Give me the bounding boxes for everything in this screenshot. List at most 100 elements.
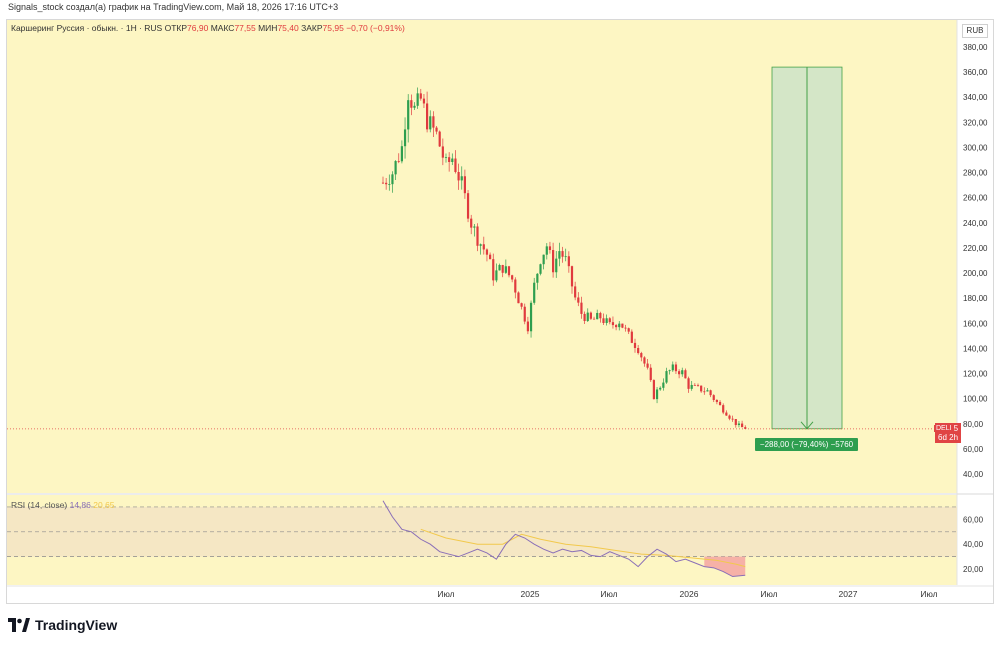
rsi-legend: RSI (14, close) 14,86 20,65 — [11, 500, 115, 510]
candle-body — [621, 323, 624, 328]
candle-body — [599, 312, 602, 319]
candle-body — [608, 318, 611, 323]
candle-body — [429, 116, 432, 130]
candle-body — [498, 264, 501, 271]
candle-body — [678, 371, 681, 375]
candle-body — [637, 347, 640, 354]
candle-body — [659, 387, 662, 390]
candle-body — [737, 423, 741, 426]
price-tick-label: 240,00 — [963, 219, 988, 228]
candle-body — [700, 385, 703, 392]
legend-close: 75,95 — [322, 23, 344, 33]
candle-body — [463, 176, 466, 194]
rsi-line — [382, 500, 746, 578]
candle-body — [385, 182, 388, 185]
candle-body — [539, 264, 542, 274]
candle-body — [485, 249, 489, 255]
candle-body — [662, 382, 665, 388]
candle-body — [413, 105, 416, 108]
candle-body — [476, 226, 479, 246]
candle-body — [712, 395, 715, 400]
candle-body — [715, 399, 718, 402]
candle-body — [725, 412, 728, 416]
price-tick-label: 60,00 — [963, 445, 984, 454]
tradingview-brand[interactable]: TradingView — [8, 615, 117, 635]
candle-body — [671, 364, 674, 371]
legend-symbol: Каршеринг Руссия · обыкн. · 1Н · RUS — [11, 23, 163, 33]
candle-body — [407, 100, 410, 130]
candle-body — [596, 312, 599, 320]
candle-body — [501, 264, 504, 273]
candle-body — [574, 286, 577, 298]
price-axis: 380,00 360,00 340,00 320,00 300,00 280,00 260,… — [963, 43, 988, 479]
candle-body — [567, 256, 570, 267]
candle-body — [533, 282, 536, 303]
candle-body — [624, 327, 627, 329]
legend-low: 75,40 — [277, 23, 299, 33]
tradingview-logo-icon — [8, 618, 30, 632]
candle-body — [444, 157, 448, 158]
candle-body — [410, 100, 413, 108]
chart-caption: Signals_stock создал(а) график на Tradin… — [8, 2, 339, 12]
candle-body — [646, 363, 649, 368]
legend-low-label: МИН — [258, 23, 278, 33]
candle-body — [403, 129, 407, 147]
candle-body — [517, 292, 520, 304]
candle-body — [696, 384, 700, 386]
candle-body — [416, 93, 419, 106]
price-tick-label: 380,00 — [963, 43, 988, 52]
candle-body — [511, 275, 514, 280]
candle-body — [583, 313, 586, 321]
candle-body — [466, 193, 470, 219]
price-tick-label: 160,00 — [963, 319, 988, 328]
candle-body — [627, 328, 630, 332]
legend-change: −0,70 (−0,91%) — [346, 23, 405, 33]
price-tick-label: 320,00 — [963, 118, 988, 127]
price-tick-label: 200,00 — [963, 269, 988, 278]
time-tick-label: Июл — [760, 589, 777, 599]
measure-tool[interactable] — [771, 66, 843, 430]
time-tick-label: Июл — [437, 589, 454, 599]
candle-body — [479, 244, 482, 246]
candle-body — [548, 246, 552, 251]
candle-body — [419, 93, 422, 99]
candle-body — [693, 384, 696, 386]
rsi-tick-label: 20,00 — [963, 565, 984, 574]
candle-body — [473, 226, 476, 228]
price-legend: Каршеринг Руссия · обыкн. · 1Н · RUS ОТК… — [11, 23, 405, 33]
candle-body — [655, 389, 659, 400]
candle-body — [448, 157, 451, 162]
candle-body — [684, 370, 687, 379]
candle-body — [507, 266, 511, 276]
candle-body — [643, 357, 646, 364]
time-tick-label: Июл — [600, 589, 617, 599]
chart-frame[interactable] — [6, 19, 994, 604]
candle-body — [451, 158, 454, 162]
rsi-tick-label: 40,00 — [963, 540, 984, 549]
ticker-tag: DELI — [934, 425, 954, 432]
candle-body — [400, 146, 403, 162]
legend-close-label: ЗАКР — [301, 23, 323, 33]
candle-body — [381, 182, 385, 184]
legend-high: 77,55 — [234, 23, 256, 33]
price-tick-label: 280,00 — [963, 169, 988, 178]
candle-body — [674, 364, 678, 372]
candle-body — [580, 302, 583, 314]
candle-body — [426, 103, 429, 130]
candle-body — [605, 318, 608, 324]
candle-body — [728, 415, 731, 419]
candle-body — [435, 127, 438, 132]
candle-body — [744, 427, 747, 429]
candle-body — [514, 279, 517, 293]
rsi-legend-label: RSI (14, close) — [11, 500, 68, 510]
currency-button[interactable]: RUB — [962, 24, 988, 38]
candle-body — [618, 323, 621, 328]
price-tick-label: 140,00 — [963, 344, 988, 353]
candle-body — [665, 371, 668, 383]
legend-open: 76,90 — [187, 23, 209, 33]
candle-body — [709, 390, 712, 396]
rsi-tick-label: 60,00 — [963, 515, 984, 524]
candle-body — [523, 306, 526, 322]
candle-body — [649, 367, 652, 381]
